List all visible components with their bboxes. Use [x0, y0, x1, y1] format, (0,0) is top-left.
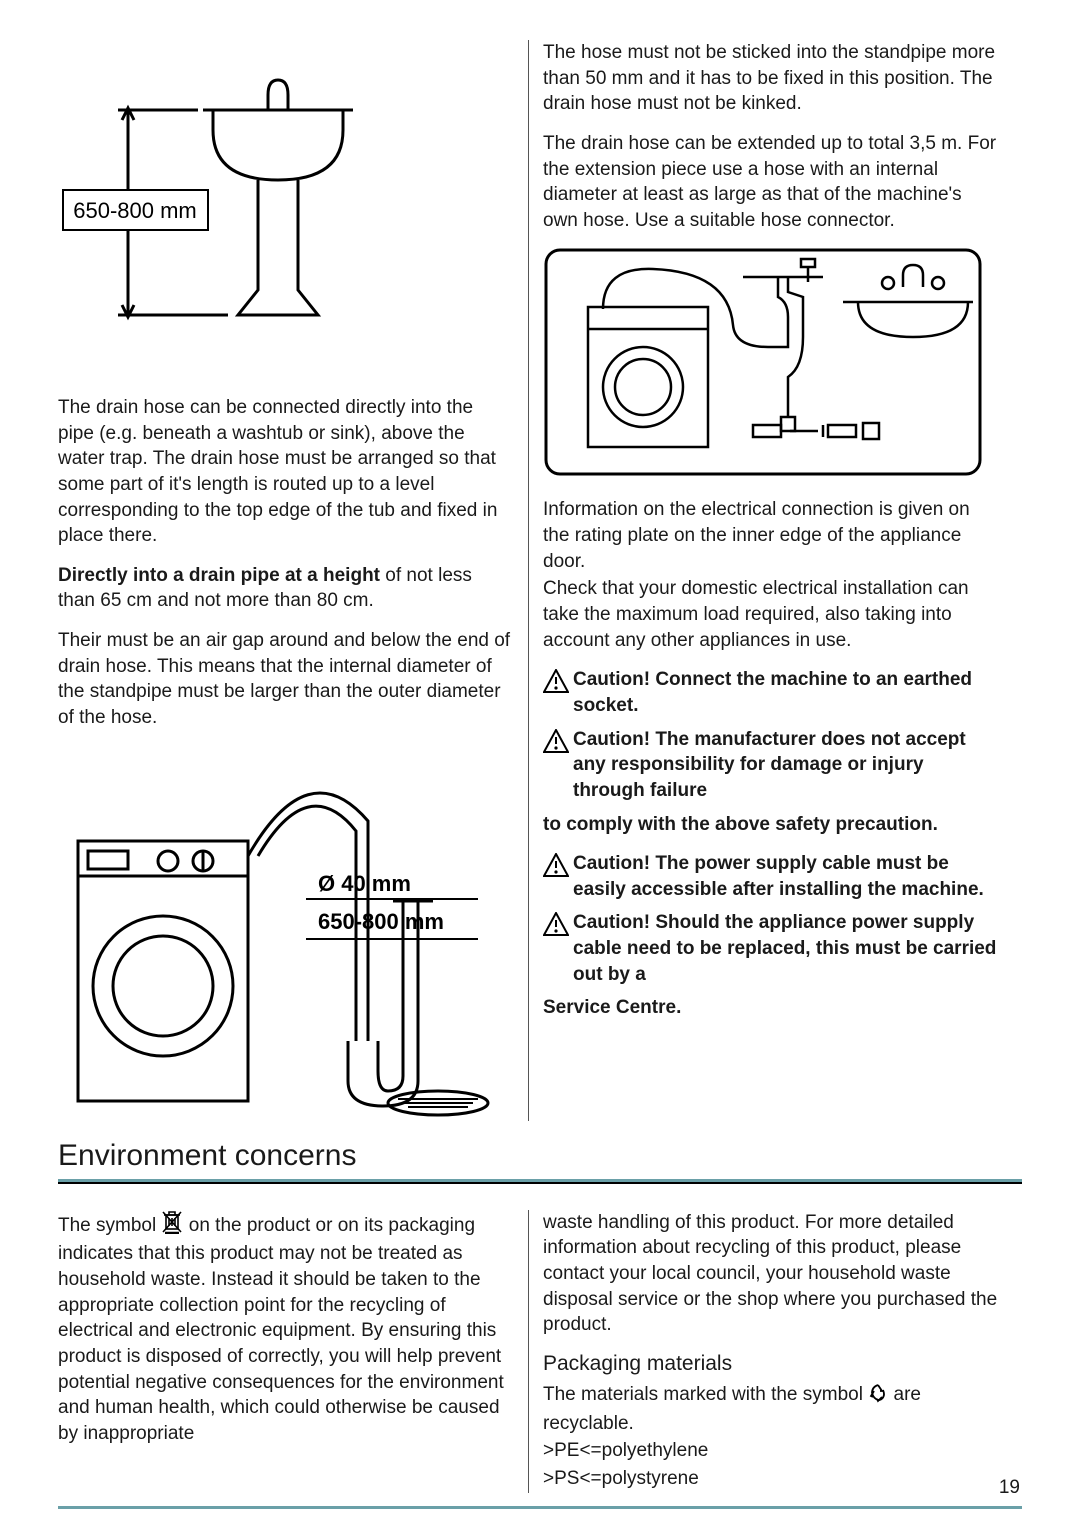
caution-2: Caution! The manufacturer does not accep…	[543, 727, 998, 804]
warning-icon	[543, 727, 573, 758]
caution-4: Caution! Should the appliance power supp…	[543, 910, 998, 987]
env-heading: Environment concerns	[58, 1139, 1022, 1173]
left-p3: Their must be an air gap around and belo…	[58, 628, 514, 731]
sink-diagram: 650-800 mm	[58, 60, 498, 350]
caution-3-text: Caution! The power supply cable must be …	[573, 851, 998, 902]
right-column: The hose must not be sticked into the st…	[528, 40, 998, 1121]
bottom-columns: The symbol on the product or on its pack…	[58, 1210, 1022, 1494]
drain-diagram-container	[543, 247, 983, 477]
env-right-column: waste handling of this product. For more…	[528, 1210, 998, 1494]
washer-diagram: Ø 40 mm 650-800 mm	[58, 761, 498, 1121]
washer-diagram-container: Ø 40 mm 650-800 mm	[58, 761, 498, 1121]
caution-1: Caution! Connect the machine to an earth…	[543, 667, 998, 718]
left-column: 650-800 mm The drain hose can be connect…	[58, 40, 528, 1121]
right-p2: The drain hose can be extended up to tot…	[543, 131, 998, 234]
washer-dia-label: Ø 40 mm	[318, 871, 411, 896]
washer-range-label: 650-800 mm	[318, 909, 444, 934]
env-right-p1: waste handling of this product. For more…	[543, 1210, 998, 1338]
caution-1-text: Caution! Connect the machine to an earth…	[573, 667, 998, 718]
pack-1a: The materials marked with the symbol	[543, 1384, 868, 1405]
right-p3b: Check that your domestic electrical inst…	[543, 576, 998, 653]
left-p2: Directly into a drain pipe at a height o…	[58, 563, 514, 614]
pe-line: >PE<=polyethylene	[543, 1438, 998, 1464]
caution-4-continue: Service Centre.	[543, 995, 998, 1021]
warning-icon	[543, 667, 573, 698]
warning-icon	[543, 910, 573, 941]
sink-range-label: 650-800 mm	[73, 198, 197, 223]
caution-2-continue: to comply with the above safety precauti…	[543, 812, 998, 838]
top-columns: 650-800 mm The drain hose can be connect…	[58, 40, 1022, 1121]
footer-rule	[58, 1506, 1022, 1509]
sink-diagram-container: 650-800 mm	[58, 60, 498, 355]
right-p1: The hose must not be sticked into the st…	[543, 40, 998, 117]
env-left-1b: on the product or on its packaging indic…	[58, 1215, 504, 1444]
page: 650-800 mm The drain hose can be connect…	[0, 0, 1080, 1529]
env-left-column: The symbol on the product or on its pack…	[58, 1210, 528, 1494]
page-number: 19	[999, 1477, 1020, 1499]
caution-2-text: Caution! The manufacturer does not accep…	[573, 727, 998, 804]
recycle-icon	[868, 1383, 888, 1411]
drain-diagram	[543, 247, 983, 477]
caution-4-text: Caution! Should the appliance power supp…	[573, 910, 998, 987]
packaging-heading: Packaging materials	[543, 1352, 998, 1376]
warning-icon	[543, 851, 573, 882]
packaging-p: The materials marked with the symbol are…	[543, 1382, 998, 1436]
left-p2-bold: Directly into a drain pipe at a height	[58, 565, 380, 586]
right-p3a: Information on the electrical connection…	[543, 497, 998, 574]
caution-3: Caution! The power supply cable must be …	[543, 851, 998, 902]
env-left-p: The symbol on the product or on its pack…	[58, 1210, 514, 1447]
ps-line: >PS<=polystyrene	[543, 1466, 998, 1492]
section-rule	[58, 1179, 1022, 1184]
env-left-1a: The symbol	[58, 1215, 161, 1236]
weee-bin-icon	[161, 1210, 183, 1242]
left-p1: The drain hose can be connected directly…	[58, 395, 514, 549]
